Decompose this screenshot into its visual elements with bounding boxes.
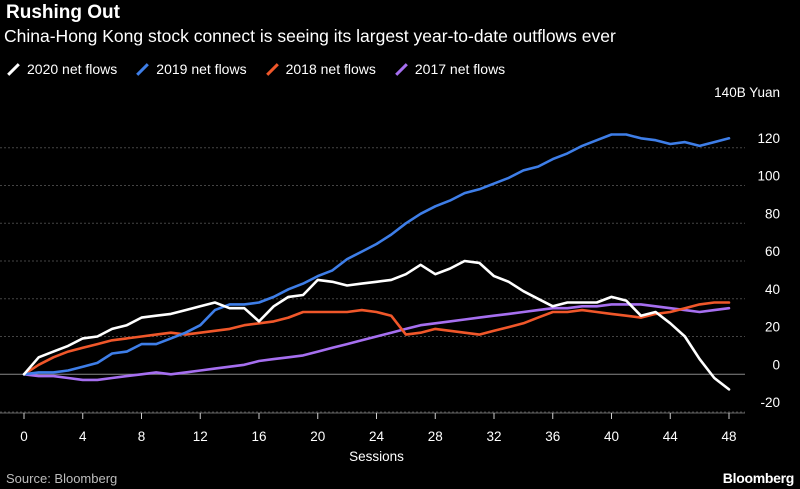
y-tick-label: 40 xyxy=(765,282,780,297)
x-tick-label: 8 xyxy=(138,429,146,444)
y-tick-label: 120 xyxy=(757,131,780,146)
series-line-2018 xyxy=(22,301,731,376)
y-tick-label: 0 xyxy=(772,357,780,372)
legend-item-2018: 2018 net flows xyxy=(265,61,376,77)
legend-label-2018: 2018 net flows xyxy=(285,61,376,77)
y-tick-label: 100 xyxy=(757,169,780,184)
bloomberg-logo: Bloomberg xyxy=(722,470,795,486)
y-tick-label: -20 xyxy=(760,395,780,410)
legend-item-2020: 2020 net flows xyxy=(6,61,117,77)
y-tick-label: 20 xyxy=(765,320,780,335)
source-note: Source: Bloomberg xyxy=(6,471,118,486)
x-tick-label: 4 xyxy=(79,429,87,444)
legend-label-2017: 2017 net flows xyxy=(414,61,506,77)
legend-label-2019: 2019 net flows xyxy=(156,61,247,77)
chart-title: Rushing Out xyxy=(6,2,120,23)
y-tick-label: 80 xyxy=(765,206,780,221)
series-line-2019 xyxy=(22,133,731,376)
chart-legend: 2020 net flows 2019 net flows 2018 net f… xyxy=(6,61,505,77)
legend-item-2019: 2019 net flows xyxy=(135,61,247,77)
x-tick-label: 36 xyxy=(545,429,560,444)
x-tick-label: 32 xyxy=(486,429,501,444)
x-tick-label: 0 xyxy=(20,429,28,444)
series-lines xyxy=(22,133,731,391)
x-tick-label: 24 xyxy=(369,429,385,444)
x-tick-label: 40 xyxy=(604,429,619,444)
x-tick-label: 44 xyxy=(663,429,679,444)
x-tick-label: 28 xyxy=(428,429,443,444)
x-tick-label: 12 xyxy=(193,429,208,444)
x-tick-label: 16 xyxy=(251,429,266,444)
y-tick-label: 60 xyxy=(765,244,780,259)
chart-subtitle: China-Hong Kong stock connect is seeing … xyxy=(4,26,616,46)
y-unit-label: 140B Yuan xyxy=(714,85,780,100)
x-tick-label: 20 xyxy=(310,429,325,444)
legend-label-2020: 2020 net flows xyxy=(27,61,118,77)
x-tick-label: 48 xyxy=(721,429,736,444)
x-axis-title: Sessions xyxy=(349,449,404,464)
series-line-2017 xyxy=(22,303,731,382)
series-line-2020 xyxy=(22,259,731,391)
legend-item-2017: 2017 net flows xyxy=(394,61,505,77)
